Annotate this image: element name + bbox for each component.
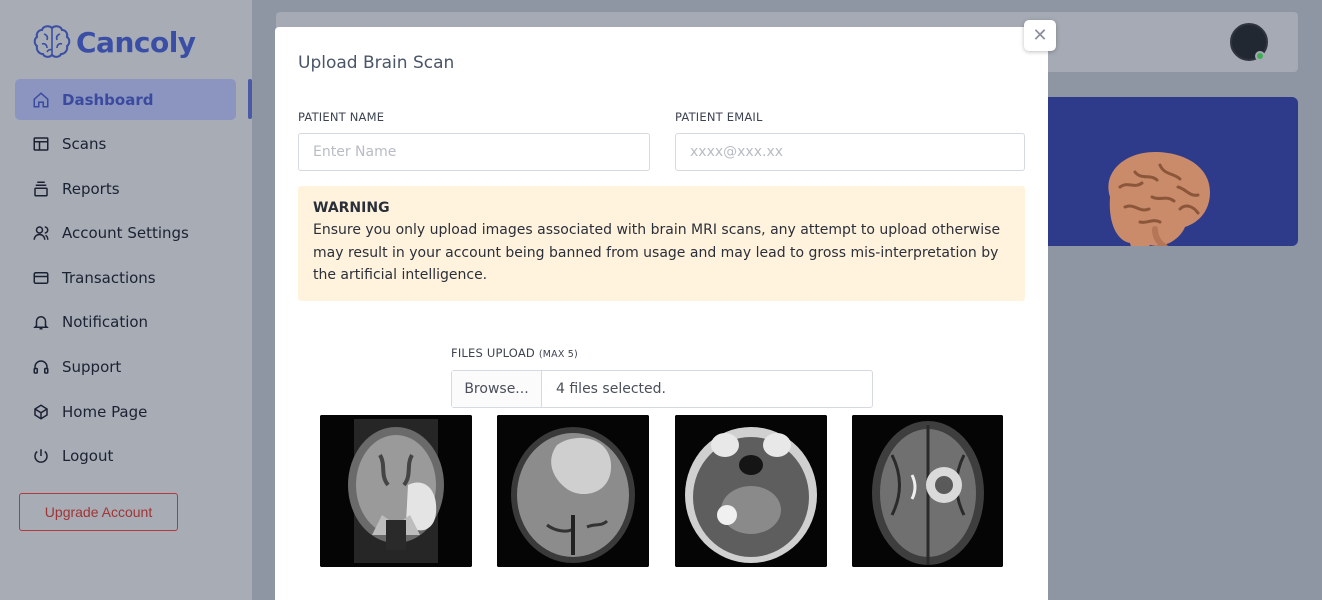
brand[interactable]: Cancoly [32,22,196,62]
sidebar-item-home-page[interactable]: Home Page [15,391,236,432]
brain-illustration [1108,152,1210,246]
sidebar-item-label: Dashboard [62,90,154,109]
files-upload-label: FILES UPLOAD (MAX 5) [451,346,578,360]
headset-icon [33,360,49,374]
brand-name: Cancoly [76,25,196,59]
patient-email-input[interactable] [675,133,1025,171]
mri-axial-tumor-image [497,415,649,567]
sidebar-nav: Dashboard Scans Reports Account Settings… [15,79,236,480]
sidebar-item-label: Reports [62,179,120,198]
close-icon: ✕ [1032,25,1048,46]
sidebar-item-notification[interactable]: Notification [15,302,236,343]
warning-title: WARNING [313,200,390,216]
credit-card-icon [33,271,49,284]
file-selection-status: 4 files selected. [556,381,666,397]
files-upload-label-text: FILES UPLOAD [451,346,535,360]
user-icon [33,226,49,241]
mri-coronal-image [320,415,472,567]
mri-axial-skull-image [675,415,827,567]
patient-name-label: PATIENT NAME [298,110,385,124]
warning-text: Ensure you only upload images associated… [313,222,1001,283]
bell-icon [33,316,49,330]
mri-axial-contrast-image [852,415,1003,567]
sidebar-item-support[interactable]: Support [15,347,236,388]
active-nav-indicator [248,79,252,119]
sidebar-item-dashboard[interactable]: Dashboard [15,79,236,120]
sidebar-item-label: Scans [62,135,107,154]
sidebar-item-label: Support [62,358,122,377]
sidebar-item-account-settings[interactable]: Account Settings [15,213,236,254]
warning-box: WARNING Ensure you only upload images as… [298,186,1025,301]
sidebar-item-logout[interactable]: Logout [15,436,236,477]
sidebar-item-scans[interactable]: Scans [15,124,236,165]
home-icon [33,91,49,107]
dashboard-banner [1040,97,1298,246]
sidebar-item-label: Home Page [62,402,148,421]
upgrade-account-button[interactable]: Upgrade Account [19,493,178,531]
globe-icon [34,404,48,420]
patient-email-label: PATIENT EMAIL [675,110,763,124]
scan-preview-4 [852,415,1003,567]
stack-icon [34,181,48,197]
browse-button[interactable]: Browse... [452,371,542,407]
patient-name-input[interactable] [298,133,650,171]
upload-modal: Upload Brain Scan PATIENT NAME PATIENT E… [275,27,1048,600]
power-icon [34,449,48,464]
brain-icon [33,25,71,58]
online-status-dot [1255,51,1265,61]
sidebar-item-reports[interactable]: Reports [15,168,236,209]
sidebar-item-label: Transactions [62,268,156,287]
scan-preview-2 [497,415,649,567]
table-icon [33,137,49,151]
sidebar-item-label: Notification [62,313,149,332]
files-upload-limit: (MAX 5) [538,349,578,360]
scan-preview-1 [320,415,472,567]
close-modal-button[interactable]: ✕ [1024,20,1056,51]
sidebar-item-label: Logout [62,447,114,466]
sidebar-item-label: Account Settings [62,224,189,243]
sidebar: Cancoly Dashboard Scans Reports Account … [0,0,252,600]
sidebar-item-transactions[interactable]: Transactions [15,257,236,298]
scan-preview-3 [675,415,827,567]
modal-title: Upload Brain Scan [298,53,455,73]
file-upload-input[interactable]: Browse... 4 files selected. [451,370,873,408]
